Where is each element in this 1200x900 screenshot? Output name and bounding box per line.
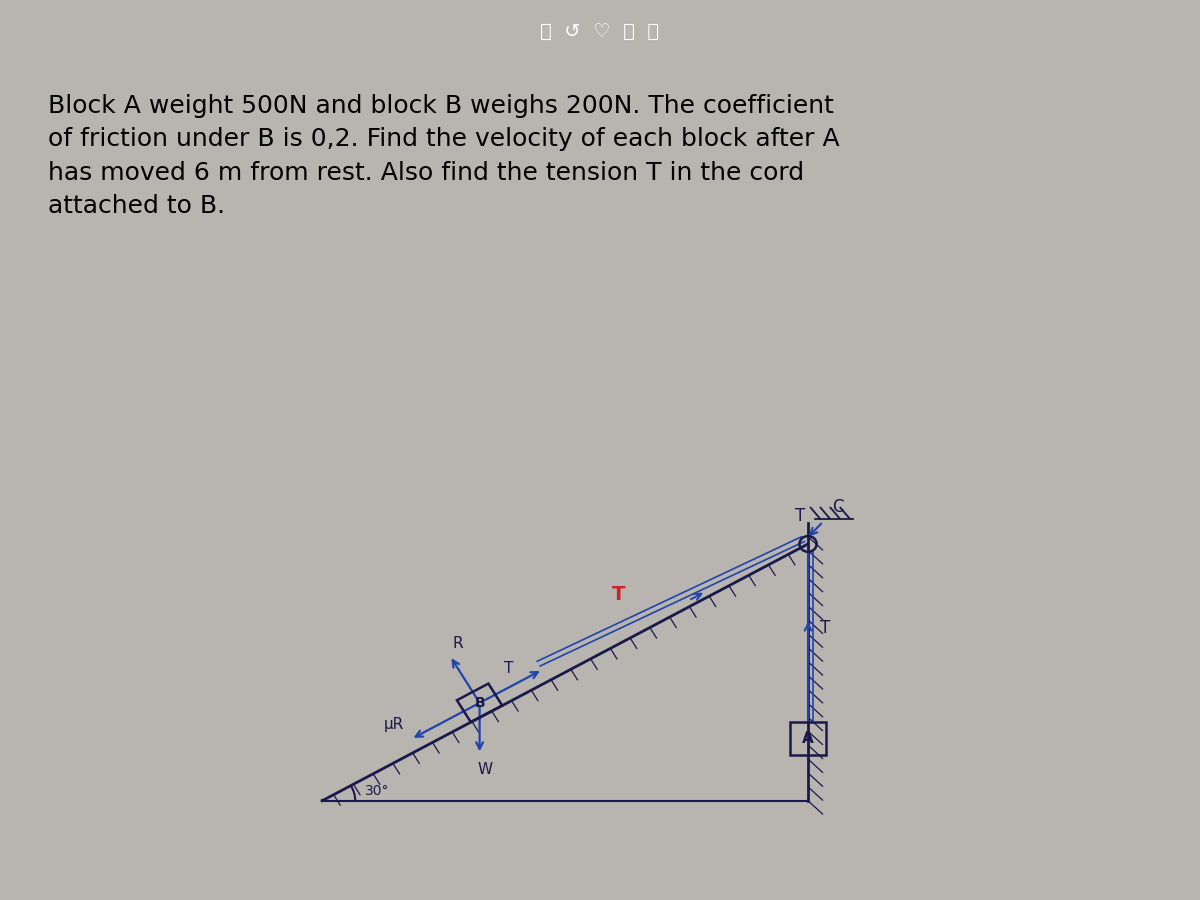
Text: R: R [452,636,463,651]
Text: B: B [474,696,485,710]
Text: Block A weight 500N and block B weighs 200N. The coefficient
of friction under B: Block A weight 500N and block B weighs 2… [48,94,840,219]
Text: C: C [832,498,844,516]
Text: T: T [796,507,805,525]
Text: T: T [612,586,625,605]
Text: T: T [820,619,830,637]
Text: T: T [504,661,514,676]
Text: 30°: 30° [365,784,390,797]
Text: W: W [478,761,492,777]
Text: μR: μR [384,717,404,732]
Text: ␥  ↺  ♡  ⎕  ⌕: ␥ ↺ ♡ ⎕ ⌕ [540,22,660,41]
Bar [790,722,826,755]
Text: A: A [802,732,814,746]
